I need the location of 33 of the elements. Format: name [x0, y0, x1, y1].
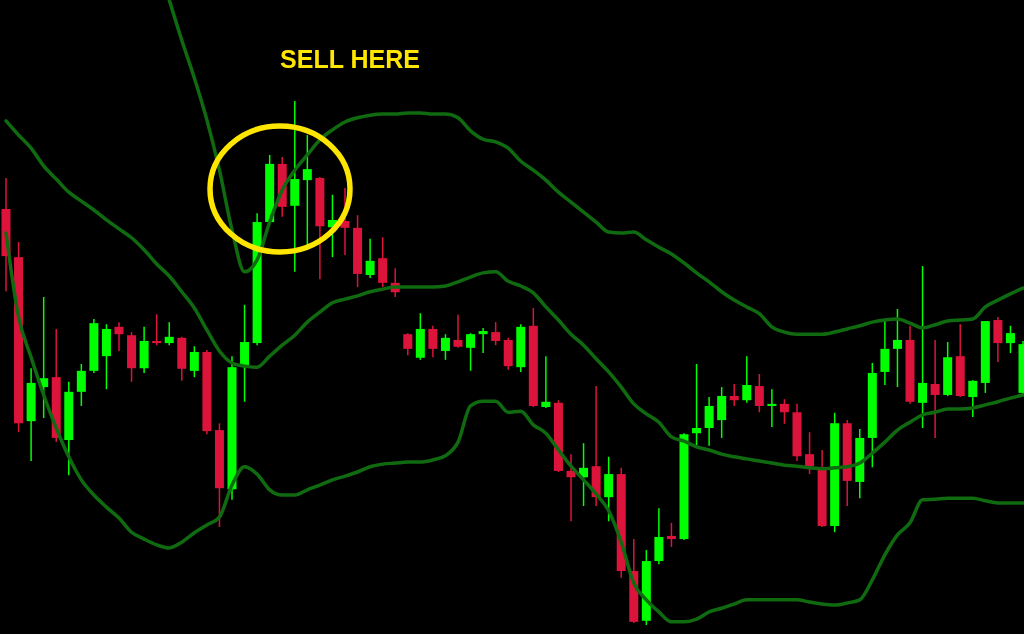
candlestick: [930, 339, 940, 439]
candlestick: [403, 332, 413, 356]
candlestick: [1005, 325, 1015, 354]
text: SELL HERE: [280, 45, 420, 73]
candlestick: [365, 238, 375, 279]
candlestick: [704, 396, 714, 447]
candlestick: [892, 308, 902, 388]
candlestick: [114, 321, 124, 352]
candlestick: [491, 321, 501, 346]
candlestick: [428, 325, 438, 358]
candlestick: [754, 373, 764, 414]
candlestick: [968, 379, 978, 418]
candlestick: [453, 314, 463, 349]
candlestick: [729, 383, 739, 407]
candlestick: [189, 345, 199, 378]
candlestick: [76, 363, 86, 407]
candlestick: [302, 134, 312, 246]
candlestick: [541, 355, 551, 409]
candlestick: [440, 333, 450, 361]
candlestick: [164, 321, 174, 346]
candlestick: [666, 522, 676, 548]
candlestick: [993, 316, 1003, 363]
candlestick: [466, 332, 476, 372]
candlestick: [152, 313, 162, 346]
candlestick: [478, 327, 488, 354]
candlestick: [918, 265, 928, 429]
candlestick: [604, 456, 614, 522]
candlestick: [779, 398, 789, 425]
candlestick: [767, 388, 777, 428]
candlestick: [805, 431, 815, 475]
candlestick: [742, 355, 752, 404]
candlestick: [692, 363, 702, 447]
candlestick: [240, 304, 250, 403]
